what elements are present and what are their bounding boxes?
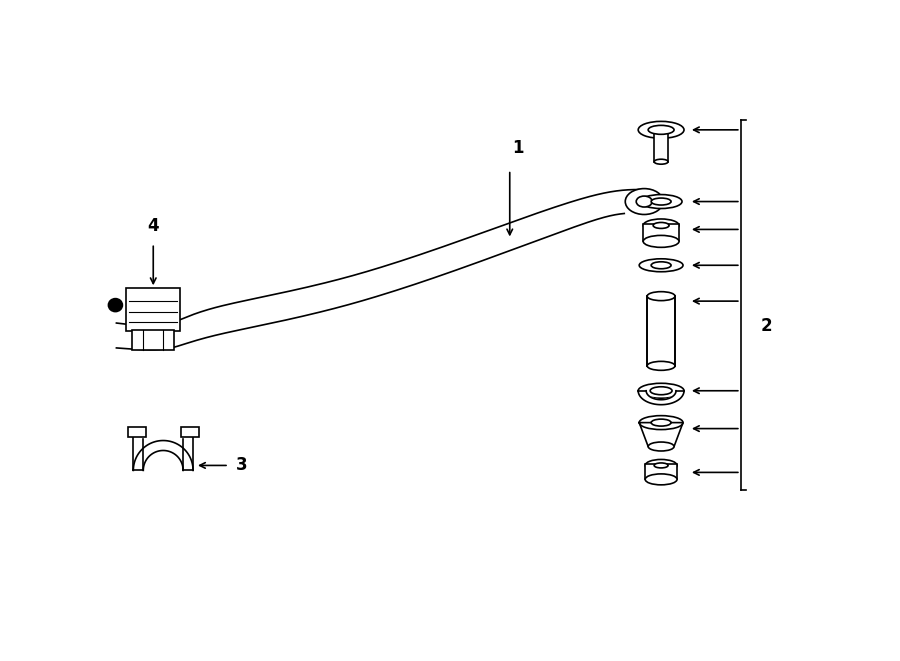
Ellipse shape: [644, 235, 679, 247]
Ellipse shape: [636, 196, 652, 207]
Ellipse shape: [648, 442, 674, 451]
Polygon shape: [133, 440, 194, 471]
Ellipse shape: [639, 416, 683, 430]
Text: 1: 1: [512, 139, 524, 157]
Bar: [644, 225, 679, 241]
Text: 3: 3: [236, 457, 248, 475]
Ellipse shape: [654, 463, 668, 468]
Ellipse shape: [652, 262, 671, 269]
Ellipse shape: [640, 194, 682, 208]
Ellipse shape: [654, 159, 668, 164]
Ellipse shape: [648, 126, 674, 134]
Text: 4: 4: [148, 217, 159, 235]
Polygon shape: [639, 422, 683, 447]
Bar: [181, 426, 199, 436]
Bar: [647, 296, 675, 366]
Ellipse shape: [645, 474, 677, 485]
Ellipse shape: [639, 259, 683, 272]
Ellipse shape: [647, 362, 675, 370]
Bar: [126, 288, 180, 331]
Ellipse shape: [650, 387, 672, 395]
Ellipse shape: [108, 299, 122, 311]
Ellipse shape: [653, 223, 669, 229]
Text: 2: 2: [760, 317, 772, 335]
Ellipse shape: [652, 198, 671, 205]
Ellipse shape: [644, 219, 679, 232]
Bar: [654, 129, 668, 162]
Ellipse shape: [647, 292, 675, 301]
Ellipse shape: [626, 188, 663, 214]
Ellipse shape: [638, 383, 684, 398]
Polygon shape: [638, 391, 684, 405]
Bar: [132, 330, 175, 350]
Bar: [128, 426, 146, 436]
Bar: [645, 465, 677, 479]
Ellipse shape: [652, 419, 671, 426]
Ellipse shape: [645, 459, 677, 471]
Ellipse shape: [638, 122, 684, 138]
